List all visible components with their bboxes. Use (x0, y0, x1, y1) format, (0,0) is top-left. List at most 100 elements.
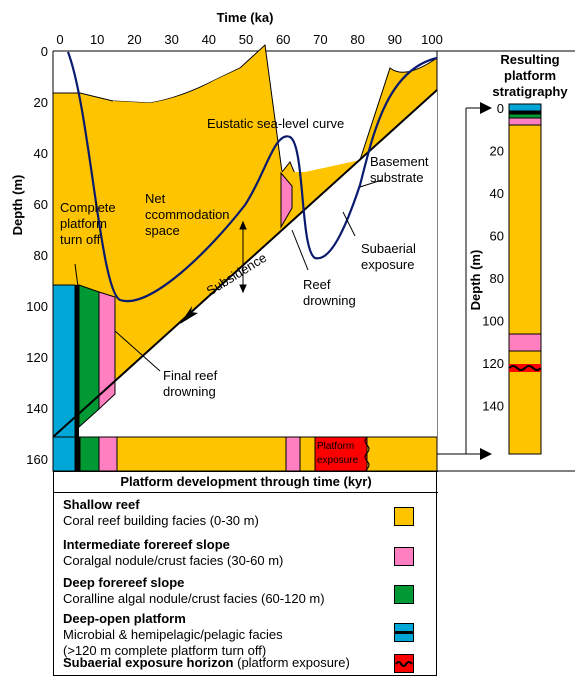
platform-exposure-label-1: Platform (317, 441, 354, 452)
time-tick-label: 90 (388, 32, 402, 47)
depth-tick-label: 160 (26, 452, 48, 467)
legend-text2-open: (>120 m complete platform turn off) (63, 643, 267, 658)
legend-swatch-exposure (394, 654, 414, 673)
column-tick-label: 0 (497, 101, 504, 116)
legend-item-deep: Deep forereef slope Coralline algal nodu… (63, 575, 325, 607)
complete-label-3: turn off (60, 232, 101, 247)
column-tick-label: 60 (490, 229, 504, 244)
depth-axis-title: Depth (m) (10, 175, 25, 236)
legend-text-shallow: Coral reef building facies (0-30 m) (63, 513, 259, 528)
complete-turnoff-line (75, 285, 79, 437)
time-tick-label: 0 (56, 32, 63, 47)
subaerial-label-1: Subaerial (361, 241, 416, 256)
stratigraphic-column (508, 103, 542, 455)
column-title-1: Resulting (500, 52, 559, 67)
complete-label-1: Complete (60, 200, 116, 215)
net-label-2: ccommodation (145, 207, 230, 222)
time-tick-labels: 0 10 20 30 40 50 60 70 80 90 100 (56, 32, 442, 47)
reef-drowning-label-2: drowning (303, 293, 356, 308)
legend-text-open: Microbial & hemipelagic/pelagic facies (63, 627, 283, 642)
column-intermediate-1 (508, 117, 542, 126)
time-tick-label: 50 (239, 32, 253, 47)
strip-to-column-arrow (480, 448, 492, 460)
basement-label-2: substrate (370, 170, 423, 185)
legend-swatch-deep (394, 585, 414, 604)
deep-open-platform-zone (52, 284, 76, 438)
column-turnoff (509, 111, 541, 114)
legend-text-intermediate: Coralgal nodule/crust facies (30-60 m) (63, 553, 284, 568)
column-tick-label: 120 (482, 356, 504, 371)
subsidence-line (52, 89, 438, 438)
net-label-1: Net (145, 191, 166, 206)
legend-suffix-exposure: (platform exposure) (233, 655, 350, 670)
time-tick-label: 10 (90, 32, 104, 47)
legend-swatch-open (394, 623, 414, 642)
eustatic-sea-level-curve (66, 51, 438, 303)
legend-heading-shallow: Shallow reef (63, 497, 140, 512)
time-tick-label: 60 (276, 32, 290, 47)
column-deep (508, 113, 542, 119)
depth-tick-label: 20 (34, 95, 48, 110)
column-tick-label: 80 (490, 271, 504, 286)
depth-tick-labels: 0 20 40 60 80 100 120 140 160 (26, 44, 48, 467)
reef-drowning-wedge (280, 171, 293, 229)
column-depth-title: Depth (m) (468, 250, 483, 311)
final-drowning-label-1: Final reef (163, 368, 218, 383)
final-drowning-label-2: drowning (163, 384, 216, 399)
column-tick-label: 40 (490, 186, 504, 201)
reef-drowning-label-1: Reef (303, 277, 331, 292)
legend-item-intermediate: Intermediate forereef slope Coralgal nod… (63, 537, 283, 569)
legend-heading-exposure: Subaerial exposure horizon (63, 655, 234, 670)
column-tick-label: 100 (482, 314, 504, 329)
depth-tick-label: 80 (34, 248, 48, 263)
column-tick-label: 20 (490, 144, 504, 159)
time-tick-label: 30 (164, 32, 178, 47)
time-strip-exposure (314, 436, 368, 472)
platform-exposure-label-2: exposure (317, 455, 359, 466)
legend: Platform development through time (kyr) … (53, 471, 438, 676)
column-tick-label: 140 (482, 399, 504, 414)
legend-heading-open: Deep-open platform (63, 611, 186, 626)
column-top-arrow (480, 102, 492, 114)
time-tick-label: 20 (127, 32, 141, 47)
eustatic-label: Eustatic sea-level curve (207, 116, 344, 131)
time-tick-label: 100 (421, 32, 443, 47)
time-tick-label: 40 (202, 32, 216, 47)
annotation-leaders (74, 179, 383, 372)
subaerial-label-2: exposure (361, 257, 414, 272)
subsidence-arrowhead (180, 306, 198, 324)
legend-heading-deep: Deep forereef slope (63, 575, 185, 590)
column-tick-labels: 0 20 40 60 80 100 120 140 (482, 101, 504, 414)
column-shallow (508, 103, 542, 455)
time-strip-intermediate-2 (285, 436, 301, 472)
complete-label-2: platform (60, 216, 107, 231)
depth-tick-label: 40 (34, 146, 48, 161)
column-title-3: stratigraphy (492, 84, 568, 99)
depth-tick-label: 100 (26, 299, 48, 314)
time-strip-intermediate-1 (98, 436, 118, 472)
column-open (508, 103, 542, 112)
shallow-reef-fill (113, 66, 437, 383)
time-strip-open (52, 436, 76, 472)
depth-tick-label: 60 (34, 197, 48, 212)
basement-label-1: Basement (370, 154, 429, 169)
net-label-3: space (145, 223, 180, 238)
time-tick-label: 70 (313, 32, 327, 47)
depth-tick-label: 120 (26, 350, 48, 365)
legend-heading-intermediate: Intermediate forereef slope (63, 537, 230, 552)
depth-tick-label: 140 (26, 401, 48, 416)
legend-swatch-intermediate (394, 547, 414, 566)
legend-text-deep: Coralline algal nodule/crust facies (60-… (63, 591, 325, 606)
intermediate-forereef-zone (98, 291, 116, 411)
column-title-2: platform (504, 68, 556, 83)
column-intermediate-2 (508, 333, 542, 352)
time-strip-turnoff (75, 437, 80, 471)
legend-item-open: Deep-open platform Microbial & hemipelag… (63, 611, 283, 659)
legend-title: Platform development through time (kyr) (54, 471, 438, 493)
time-tick-label: 80 (350, 32, 364, 47)
legend-item-exposure: Subaerial exposure horizon (platform exp… (63, 655, 350, 671)
time-axis-title: Time (ka) (217, 10, 274, 25)
column-exposure-wave (508, 365, 542, 371)
time-strip-deep (79, 436, 100, 472)
depth-tick-label: 0 (41, 44, 48, 59)
